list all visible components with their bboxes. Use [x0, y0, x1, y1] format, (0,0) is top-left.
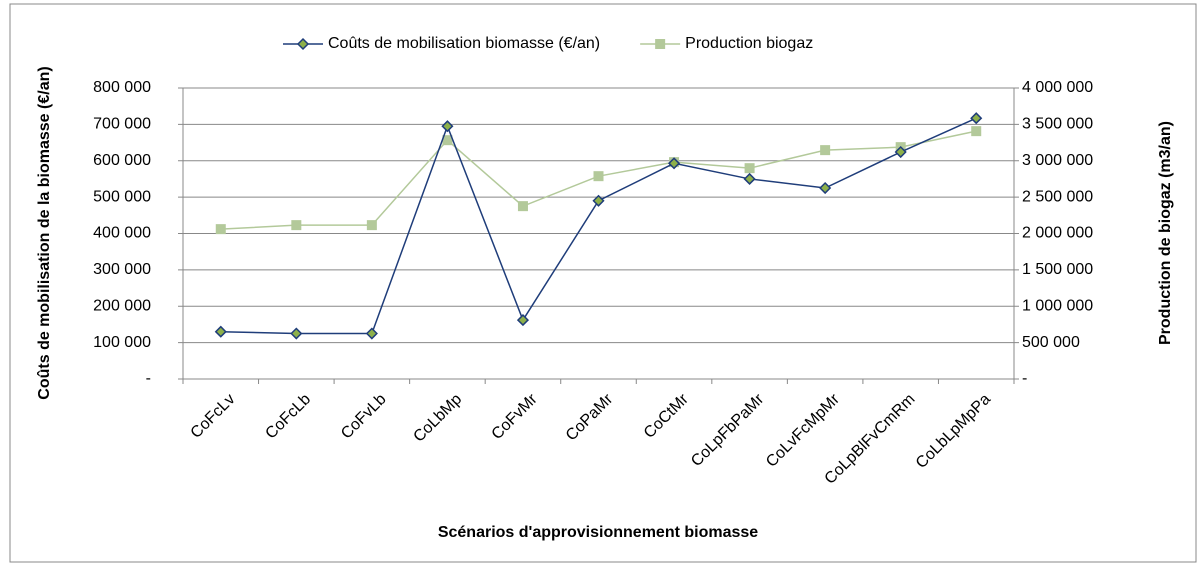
point [442, 135, 453, 146]
x-axis-title: Scénarios d'approvisionnement biomasse [438, 524, 758, 541]
point [214, 325, 227, 338]
point [655, 39, 666, 49]
y-tick-label: 200 000 [93, 297, 151, 314]
point [743, 172, 756, 185]
point [667, 157, 681, 170]
point [296, 37, 310, 51]
y2-tick-label: 3 000 000 [1022, 152, 1093, 169]
y2-tick-label: 1 500 000 [1022, 261, 1093, 278]
y2-tick-label: 3 500 000 [1022, 116, 1093, 133]
legend-label: Coûts de mobilisation biomasse (€/an) [328, 35, 600, 52]
point [291, 220, 302, 231]
y-tick-label: - [146, 370, 151, 387]
y-tick-label: 800 000 [93, 79, 151, 96]
point [517, 201, 528, 212]
y2-tick-label: - [1022, 370, 1027, 387]
point [593, 171, 604, 182]
y-tick-label: 100 000 [93, 334, 151, 351]
y-tick-label: 400 000 [93, 225, 151, 242]
point [366, 220, 377, 231]
point [215, 224, 226, 235]
point [820, 145, 831, 156]
y-tick-label: 600 000 [93, 152, 151, 169]
point [971, 126, 982, 137]
y2-tick-label: 500 000 [1022, 334, 1080, 351]
y2-tick-label: 1 000 000 [1022, 297, 1093, 314]
point [441, 120, 454, 133]
point [290, 327, 303, 340]
y2-tick-label: 2 000 000 [1022, 225, 1093, 242]
y-tick-label: 700 000 [93, 116, 151, 133]
y2-tick-label: 4 000 000 [1022, 79, 1093, 96]
point [592, 194, 605, 207]
point [744, 163, 755, 174]
point [819, 181, 832, 195]
y-tick-label: 500 000 [93, 188, 151, 205]
legend-label: Production biogaz [685, 35, 813, 52]
point [970, 112, 983, 125]
y-axis-title: Coûts de mobilisation de la biomasse (€/… [36, 66, 53, 399]
point [365, 327, 378, 340]
point [516, 314, 530, 327]
y-tick-label: 300 000 [93, 261, 151, 278]
y2-tick-label: 2 500 000 [1022, 188, 1093, 205]
y2-axis-title: Production de biogaz (m3/an) [1157, 121, 1174, 345]
chart-border [9, 3, 1197, 563]
point [894, 145, 907, 159]
